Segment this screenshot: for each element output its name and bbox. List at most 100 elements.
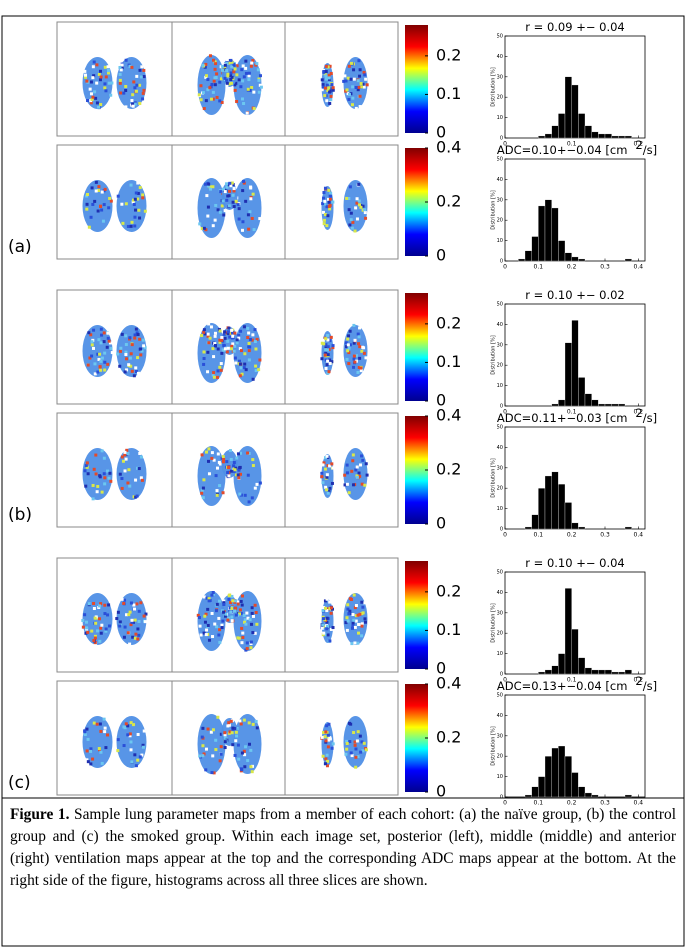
lung-pixel xyxy=(138,610,141,613)
lung-pixel xyxy=(233,332,236,335)
lung-pixel xyxy=(232,464,235,467)
histogram-bar xyxy=(592,795,599,797)
x-tick-label: 0 xyxy=(503,532,507,539)
lung-pixel xyxy=(118,66,121,69)
lung-pixel xyxy=(107,603,110,606)
lung-pixel xyxy=(230,329,233,332)
lung-pixel xyxy=(251,631,254,634)
lung-pixel xyxy=(211,635,214,638)
lung-pixel xyxy=(205,629,208,632)
lung-pixel xyxy=(237,334,240,337)
lung-pixel xyxy=(214,68,217,71)
lung-pixel xyxy=(363,484,366,487)
lung-pixel xyxy=(236,341,239,344)
histogram-bar xyxy=(558,746,565,797)
lung-pixel xyxy=(223,330,226,333)
lung-pixel xyxy=(248,74,251,77)
lung-pixel xyxy=(353,594,356,597)
lung-pixel xyxy=(100,632,103,635)
lung-pixel xyxy=(327,633,330,636)
page: {"colormap": ["#00008f", "#0000ff", "#00… xyxy=(0,0,686,949)
lung-pixel xyxy=(226,73,229,76)
lung-pixel xyxy=(219,759,222,762)
lung-pixel xyxy=(206,370,209,373)
lung-pixel xyxy=(226,619,229,622)
lung-pixel xyxy=(202,487,205,490)
lung-pixel xyxy=(329,362,332,365)
lung-pixel xyxy=(134,619,137,622)
lung-pixel xyxy=(348,740,351,743)
lung-pixel xyxy=(355,604,358,607)
lung-pixel xyxy=(91,186,94,189)
lung-pixel xyxy=(324,354,327,357)
lung-pixel xyxy=(249,186,252,189)
lung-pixel xyxy=(331,467,334,470)
lung-pixel xyxy=(198,93,201,96)
lung-pixel xyxy=(97,185,100,188)
y-tick-label: 50 xyxy=(497,157,503,163)
lung-pixel xyxy=(109,347,112,350)
lung-pixel xyxy=(363,86,366,89)
colorbar-tick-label: 0.1 xyxy=(436,84,461,103)
lung-pixel xyxy=(127,631,130,634)
lung-pixel xyxy=(232,70,235,73)
lung-pixel xyxy=(332,86,335,89)
lung-pixel xyxy=(231,335,234,338)
histogram-bar xyxy=(572,257,579,261)
lung-pixel xyxy=(366,83,369,86)
lung-pixel xyxy=(217,348,220,351)
y-tick-label: 40 xyxy=(497,713,503,719)
lung-pixel xyxy=(357,86,360,89)
lung-pixel xyxy=(252,91,255,94)
lung-pixel xyxy=(330,606,333,609)
map-panel xyxy=(57,290,172,404)
lung-pixel xyxy=(366,474,369,477)
histogram-bar xyxy=(578,377,585,406)
lung-pixel xyxy=(258,358,261,361)
lung-pixel xyxy=(106,733,109,736)
lung-pixel xyxy=(251,612,254,615)
colorbar-tick-label: 0.4 xyxy=(436,674,461,693)
lung-pixel xyxy=(84,74,87,77)
histogram-bar xyxy=(592,670,599,674)
lung-pixel xyxy=(356,614,359,617)
lung-pixel xyxy=(347,343,350,346)
lung-pixel xyxy=(321,88,324,91)
lung-pixel xyxy=(321,78,324,81)
lung-pixel xyxy=(231,619,234,622)
lung-pixel xyxy=(203,595,206,598)
lung-pixel xyxy=(123,451,126,454)
lung-pixel xyxy=(116,749,119,752)
lung-pixel xyxy=(135,602,138,605)
lung-pixel xyxy=(247,474,250,477)
lung-pixel xyxy=(214,62,217,65)
lung-pixel xyxy=(216,603,219,606)
lung-pixel xyxy=(226,350,229,353)
lung-pixel xyxy=(228,182,231,185)
lung-pixel xyxy=(357,59,360,62)
lung-pixel xyxy=(208,639,211,642)
lung-pixel xyxy=(216,489,219,492)
lung-pixel xyxy=(99,103,102,106)
lung-pixel xyxy=(321,627,324,630)
lung-pixel xyxy=(211,347,214,350)
lung-pixel xyxy=(206,78,209,81)
lung-pixel xyxy=(351,85,354,88)
lung-pixel xyxy=(103,730,106,733)
y-tick-label: 10 xyxy=(497,651,503,657)
lung-pixel xyxy=(205,451,208,454)
histogram-bar xyxy=(545,476,552,529)
lung-pixel xyxy=(140,75,143,78)
group-label: (a) xyxy=(8,237,32,257)
lung-pixel xyxy=(121,222,124,225)
lung-pixel xyxy=(131,370,134,373)
lung-pixel xyxy=(135,764,138,767)
lung-pixel xyxy=(329,195,332,198)
lung-pixel xyxy=(142,92,145,95)
lung-pixel xyxy=(218,99,221,102)
lung-pixel xyxy=(348,491,351,494)
lung-pixel xyxy=(207,341,210,344)
y-tick-label: 30 xyxy=(497,342,503,348)
lung-pixel xyxy=(357,632,360,635)
lung-pixel xyxy=(217,452,220,455)
